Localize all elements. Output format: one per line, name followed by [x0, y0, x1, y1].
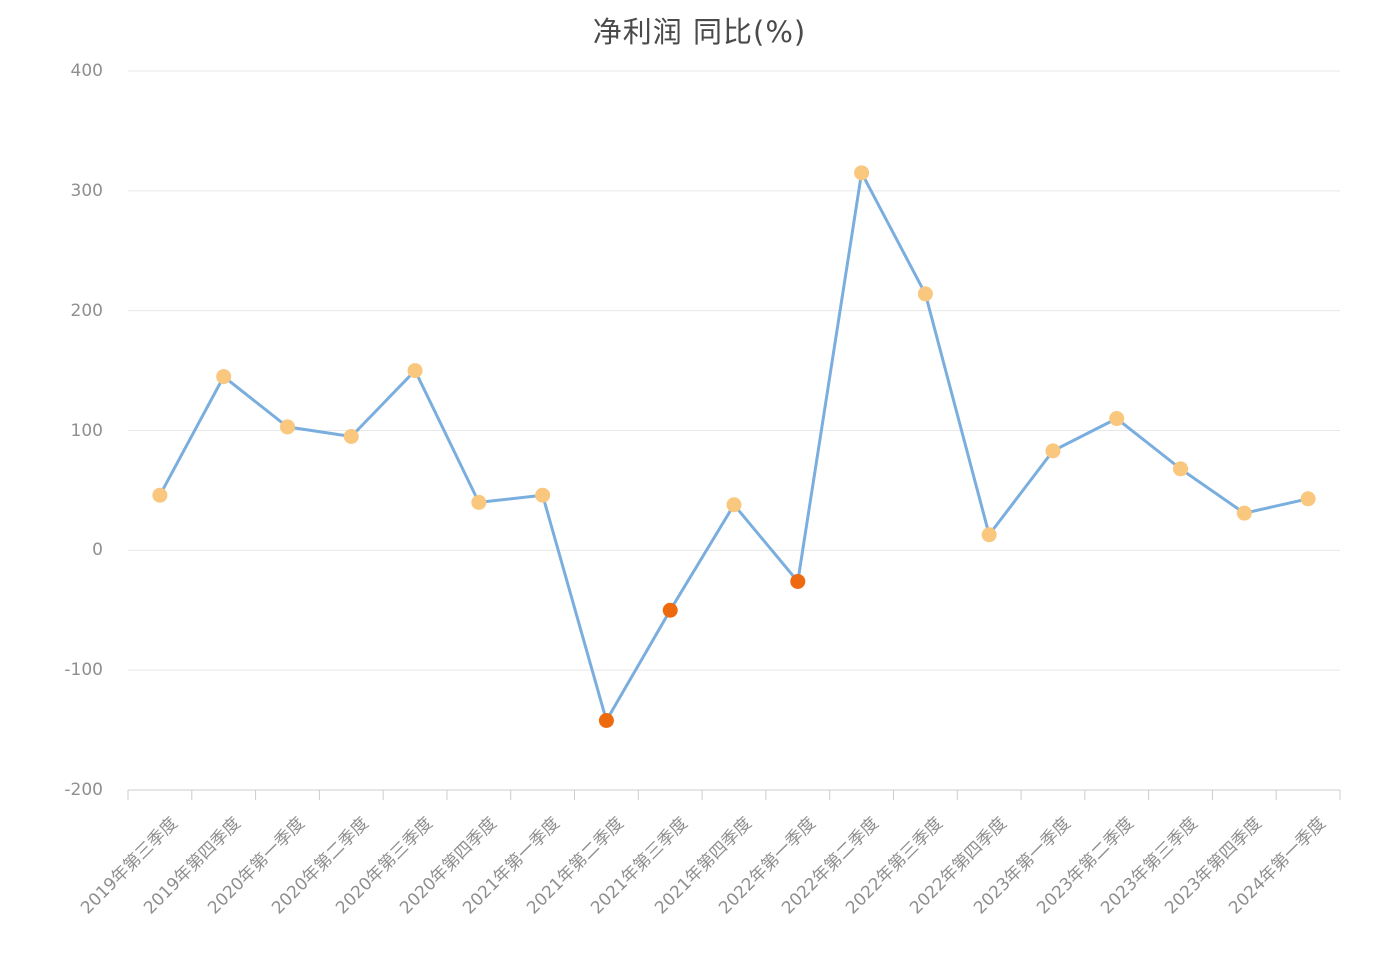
data-point[interactable] — [152, 487, 168, 503]
data-point[interactable] — [790, 573, 806, 589]
data-point[interactable] — [981, 527, 997, 543]
data-point[interactable] — [343, 428, 359, 444]
data-point[interactable] — [407, 363, 423, 379]
line-series — [158, 171, 1310, 722]
data-point[interactable] — [1236, 505, 1252, 521]
y-axis-label: -200 — [64, 780, 103, 800]
y-axis-label: 400 — [70, 61, 103, 81]
data-point[interactable] — [1109, 411, 1125, 427]
data-point[interactable] — [917, 286, 933, 302]
data-point[interactable] — [726, 497, 742, 513]
x-axis-labels: 2019年第三季度 2019年第四季度 2020年第一季度 2020年第二季度 2020… — [77, 810, 1340, 958]
y-axis-label: 100 — [70, 420, 103, 441]
data-point[interactable] — [216, 369, 232, 385]
y-axis-label: 0 — [92, 540, 103, 561]
chart-title: 净利润 同比(%) — [592, 15, 807, 49]
data-point[interactable] — [279, 419, 295, 435]
data-point[interactable] — [1173, 461, 1189, 477]
data-point[interactable] — [854, 165, 870, 181]
y-axis-label: -100 — [64, 660, 103, 681]
plot-area — [127, 70, 1341, 811]
data-point[interactable] — [662, 602, 678, 618]
y-axis-labels: 400 300 200 100 0 -100 -200 — [0, 0, 103, 958]
y-axis-label: 300 — [70, 180, 103, 201]
data-point[interactable] — [598, 712, 614, 728]
data-point[interactable] — [1045, 443, 1061, 459]
y-axis-label: 200 — [70, 300, 103, 321]
line-chart-canvas — [127, 70, 1341, 800]
data-point[interactable] — [471, 494, 487, 510]
data-point[interactable] — [535, 487, 551, 503]
data-point[interactable] — [1300, 491, 1316, 507]
